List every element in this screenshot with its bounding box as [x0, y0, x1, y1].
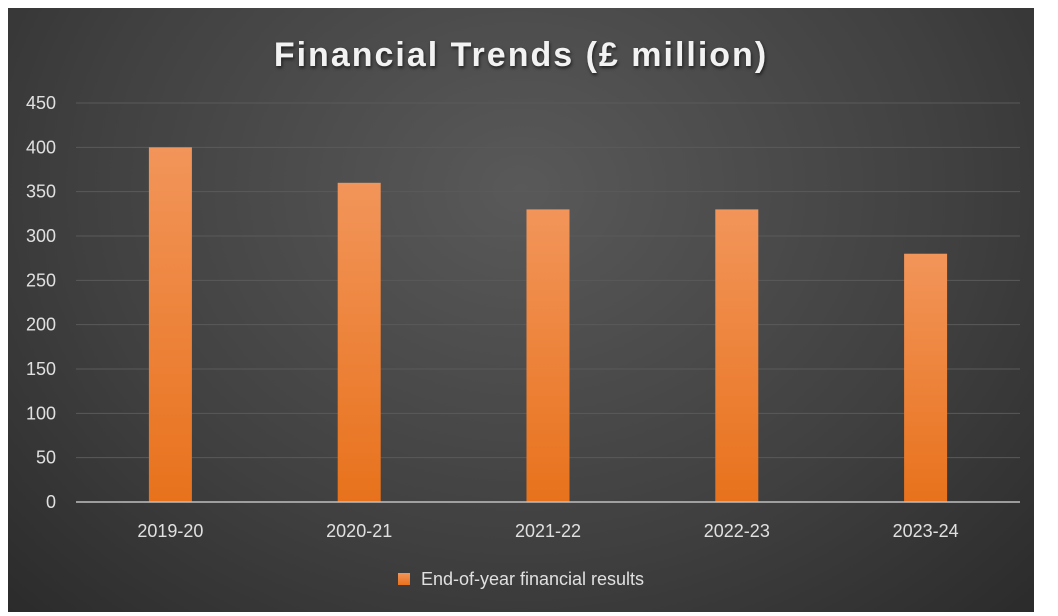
bar-2023-24 [904, 253, 948, 502]
bar-2019-20 [148, 147, 192, 503]
legend-swatch [397, 573, 410, 586]
y-tick-label: 350 [26, 182, 56, 202]
axes: 0 50 100 150 200 250 300 350 400 450 2019-20 2020-2… [26, 93, 1020, 541]
x-tick-label: 2019-20 [137, 521, 203, 541]
x-tick-label: 2021-22 [515, 521, 581, 541]
chart-area: Financial Trends (£ million) 0 50 100 150 20… [8, 8, 1034, 612]
y-tick-label: 100 [26, 403, 56, 423]
bar-2021-22 [526, 209, 570, 502]
y-tick-label: 200 [26, 315, 56, 335]
y-tick-label: 450 [26, 93, 56, 113]
x-tick-label: 2020-21 [326, 521, 392, 541]
x-tick-label: 2022-23 [704, 521, 770, 541]
y-tick-label: 400 [26, 137, 56, 157]
y-tick-label: 0 [46, 492, 56, 512]
y-tick-label: 250 [26, 270, 56, 290]
bar-2022-23 [715, 209, 759, 502]
bar-2020-21 [337, 182, 381, 503]
legend-label: End-of-year financial results [420, 568, 645, 589]
y-tick-label: 50 [36, 448, 56, 468]
x-tick-label: 2023-24 [893, 521, 959, 541]
bars [148, 147, 948, 503]
plot-area: 0 50 100 150 200 250 300 350 400 450 2019-20 2020-2… [26, 93, 1020, 541]
y-tick-label: 300 [26, 226, 56, 246]
chart-title: Financial Trends (£ million) [273, 36, 769, 74]
legend: End-of-year financial results [8, 568, 1034, 590]
y-tick-label: 150 [26, 359, 56, 379]
